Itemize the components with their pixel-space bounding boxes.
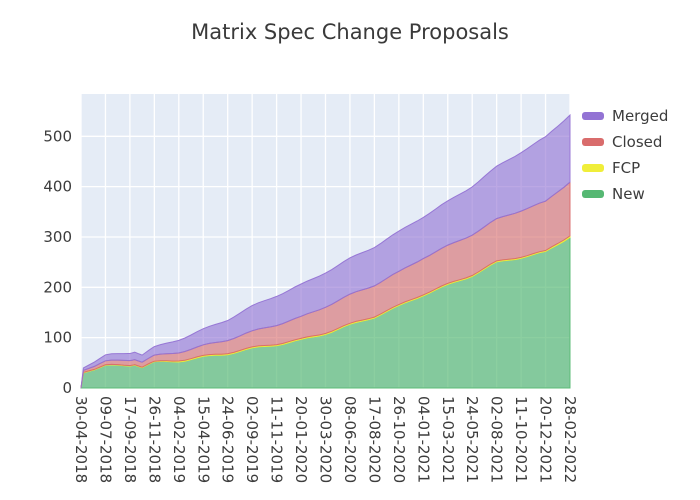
x-tick-label: 15-04-2019 [194,396,212,483]
legend-item-closed[interactable]: Closed [582,133,668,151]
y-tick-label: 200 [43,278,72,296]
x-tick-label: 15-03-2021 [439,396,457,483]
legend-marker-fcp-icon [582,164,604,172]
x-tick-label: 02-09-2019 [243,396,261,483]
y-tick-label: 300 [43,228,72,246]
chart-title: Matrix Spec Change Proposals [191,20,509,44]
legend-marker-new-icon [582,190,604,198]
legend-item-fcp[interactable]: FCP [582,159,668,177]
x-tick-label: 17-09-2018 [121,396,139,483]
area-merged [80,113,571,389]
x-tick-label: 24-05-2021 [463,396,481,483]
legend-label-closed: Closed [612,133,663,151]
x-tick-label: 04-02-2019 [170,396,188,483]
y-tick-label: 400 [43,178,72,196]
x-tick-label: 30-03-2020 [317,396,335,483]
legend-label-new: New [612,185,645,203]
legend-label-merged: Merged [612,107,669,125]
x-tick-label: 11-10-2021 [512,396,530,483]
x-tick-label: 17-08-2020 [365,396,383,483]
legend-item-new[interactable]: New [582,185,668,203]
x-tick-label: 20-01-2020 [292,396,310,483]
legend-label-fcp: FCP [612,159,641,177]
x-tick-label: 26-11-2018 [145,396,163,483]
x-tick-label: 28-02-2022 [561,396,579,483]
x-tick-label: 24-06-2019 [219,396,237,483]
y-tick-label: 0 [62,379,72,397]
x-tick-label: 20-12-2021 [537,396,555,483]
legend-item-merged[interactable]: Merged [582,107,669,125]
legend-marker-merged-icon [582,112,604,120]
legend-marker-closed-icon [582,138,604,146]
x-tick-label: 30-04-2018 [72,396,90,483]
x-tick-label: 04-01-2021 [414,396,432,483]
x-tick-label: 11-11-2019 [268,396,286,483]
x-tick-label: 02-08-2021 [488,396,506,483]
y-tick-label: 500 [43,127,72,145]
x-tick-label: 09-07-2018 [96,396,114,483]
x-tick-label: 26-10-2020 [390,396,408,483]
legend: Merged Closed FCP New [582,107,669,212]
x-tick-label: 08-06-2020 [341,396,359,483]
y-tick-label: 100 [43,329,72,347]
